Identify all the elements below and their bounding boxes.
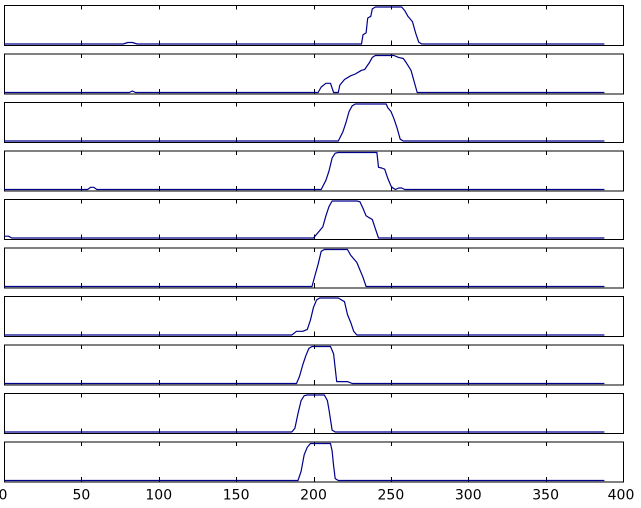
x-tick-label: 0 (0, 488, 7, 504)
series-line-2 (4, 54, 605, 94)
series-line-9 (4, 394, 605, 433)
series-line-4 (4, 151, 605, 191)
x-tick-label: 400 (608, 488, 635, 504)
x-tick-label: 100 (145, 488, 172, 504)
x-tick-label: 350 (532, 488, 559, 504)
subplot-frame-4 (4, 150, 624, 192)
subplot-frame-9 (4, 393, 624, 434)
subplot-frame-6 (4, 247, 624, 289)
series-line-3 (4, 103, 605, 142)
series-line-10 (4, 442, 605, 482)
subplot-frame-7 (4, 296, 624, 337)
x-tick-label: 200 (300, 488, 327, 504)
x-tick-label: 50 (72, 488, 90, 504)
subplot-frame-8 (4, 344, 624, 386)
series-line-5 (4, 200, 605, 239)
x-tick-label: 250 (378, 488, 405, 504)
series-line-6 (4, 248, 605, 288)
subplot-frame-1 (4, 5, 624, 46)
subplot-frame-5 (4, 199, 624, 240)
subplot-frame-10 (4, 441, 624, 483)
subplot-frame-2 (4, 53, 624, 95)
series-line-7 (4, 297, 605, 336)
x-tick-label: 150 (223, 488, 250, 504)
x-tick-label: 300 (455, 488, 482, 504)
series-line-1 (4, 6, 605, 45)
subplot-frame-3 (4, 102, 624, 143)
series-line-8 (4, 345, 605, 385)
